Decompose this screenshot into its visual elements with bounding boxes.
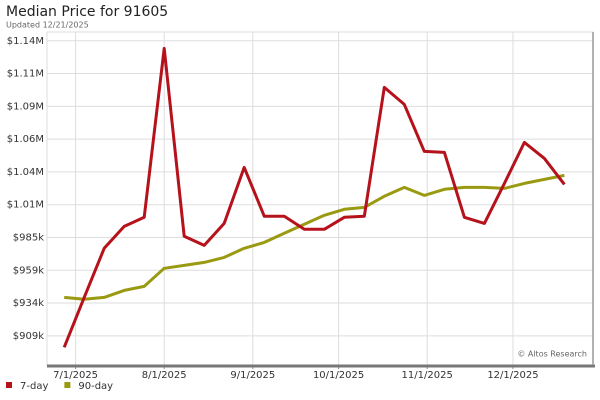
y-tick-label: $1.11M: [7, 69, 44, 80]
y-tick-label: $1.14M: [7, 36, 44, 47]
y-tick-label: $1.09M: [7, 101, 44, 112]
x-tick-label: 7/1/2025: [53, 370, 98, 381]
x-tick-label: 9/1/2025: [230, 370, 275, 381]
y-tick-label: $1.06M: [7, 134, 44, 145]
watermark: © Altos Research: [517, 350, 587, 359]
series-line: [62, 46, 566, 348]
plot-area: [46, 31, 594, 366]
x-tick-label: 12/1/2025: [487, 370, 538, 381]
legend-label: 7-day: [20, 381, 48, 392]
y-tick-label: $985k: [13, 232, 44, 243]
y-tick-label: $934k: [13, 298, 44, 309]
y-tick-label: $1.04M: [7, 167, 44, 178]
y-tick-label: $959k: [13, 265, 44, 276]
y-tick-label: $1.01M: [7, 200, 44, 211]
legend-label: 90-day: [78, 381, 113, 392]
legend-swatch: [64, 382, 71, 388]
legend-swatch: [6, 382, 12, 388]
x-tick-label: 11/1/2025: [402, 370, 453, 381]
x-tick-label: 8/1/2025: [142, 370, 187, 381]
series-line: [64, 173, 565, 301]
chart-title: Median Price for 91605: [6, 4, 168, 20]
x-tick-label: 10/1/2025: [313, 370, 364, 381]
chart-subtitle: Updated 12/21/2025: [6, 21, 89, 30]
y-tick-label: $909k: [13, 331, 44, 342]
